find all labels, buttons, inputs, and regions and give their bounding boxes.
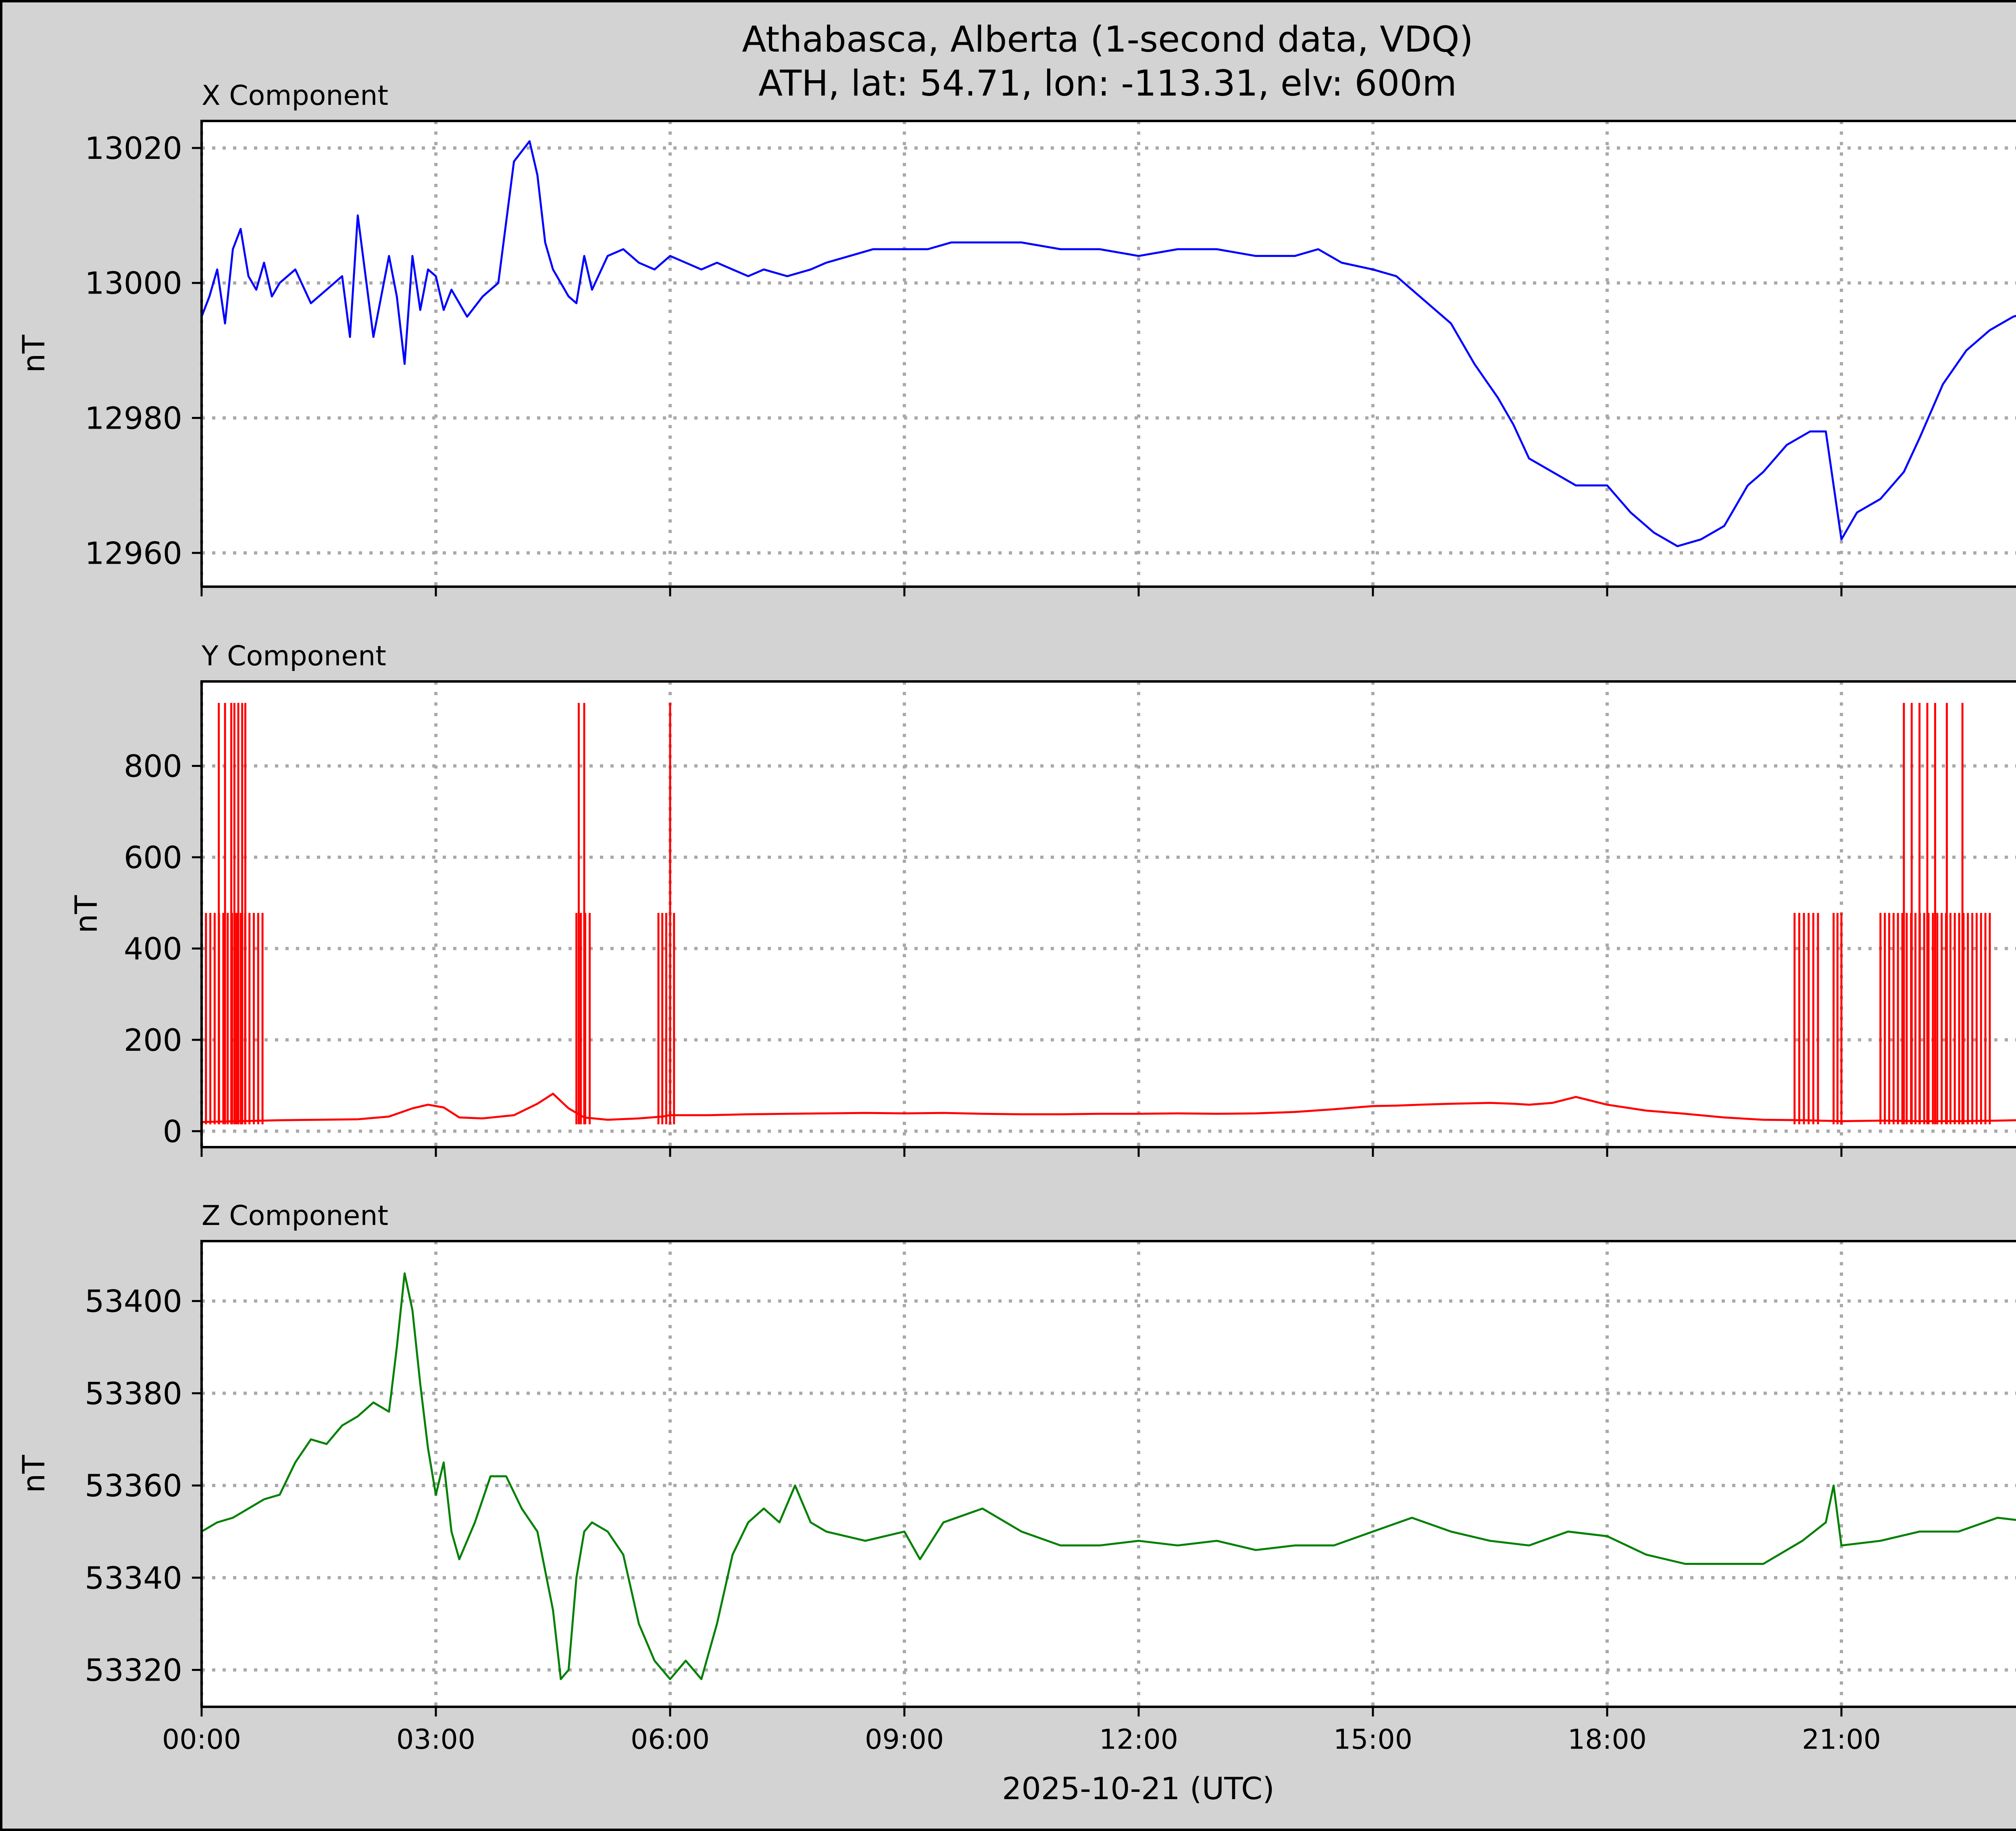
series-line-z — [201, 1272, 2016, 1680]
series-line-y — [201, 1093, 2016, 1123]
x-tick-label-3: 09:00 — [865, 1724, 944, 1756]
x-tick-label-4: 12:00 — [1099, 1724, 1178, 1756]
y-tick-label-y-4: 800 — [124, 748, 182, 784]
plot-area-x — [202, 121, 2016, 587]
x-tick-label-7: 21:00 — [1802, 1724, 1881, 1756]
spike-region-2 — [657, 913, 675, 1125]
x-tick-label-1: 03:00 — [396, 1724, 475, 1756]
x-tick-label-0: 00:00 — [162, 1724, 241, 1756]
y-axis-label-z: nT — [16, 1455, 52, 1493]
panel-title-z: Z Component — [202, 1200, 388, 1232]
title-line-2: ATH, lat: 54.71, lon: -113.31, elv: 600m — [758, 62, 1457, 104]
plot-area-y — [202, 681, 2016, 1147]
y-tick-label-z-0: 53320 — [85, 1652, 182, 1688]
y-tick-label-z-4: 53400 — [85, 1283, 182, 1319]
y-tick-label-y-1: 200 — [124, 1022, 182, 1058]
spike-region-1 — [575, 913, 591, 1125]
y-tick-label-x-1: 12980 — [85, 400, 182, 436]
y-tick-label-z-1: 53340 — [85, 1560, 182, 1596]
x-tick-label-5: 15:00 — [1333, 1724, 1412, 1756]
x-tick-label-6: 18:00 — [1568, 1724, 1647, 1756]
y-tick-label-z-3: 53380 — [85, 1375, 182, 1411]
panel-x-component: 12960 12980 13000 13020 X Component nT — [16, 80, 2016, 596]
panel-title-x: X Component — [202, 80, 388, 112]
y-tick-label-y-0: 0 — [163, 1113, 182, 1149]
y-tick-label-x-3: 13020 — [85, 130, 182, 166]
title-line-1: Athabasca, Alberta (1-second data, VDQ) — [742, 19, 1473, 60]
plot-area-z — [202, 1241, 2016, 1707]
spike-region-3 — [1793, 913, 1819, 1125]
series-line-x — [200, 140, 2016, 548]
x-axis-label: 2025-10-21 (UTC) — [1002, 1771, 1275, 1806]
y-tick-label-y-2: 400 — [124, 931, 182, 967]
y-axis-label-x: nT — [16, 335, 52, 373]
y-tick-label-x-2: 13000 — [85, 265, 182, 301]
panel-title-y: Y Component — [201, 640, 386, 672]
y-tick-label-y-3: 600 — [124, 839, 182, 875]
panels: 12960 12980 13000 13020 X Component nT 0 200 400… — [16, 80, 2016, 1756]
spike-region-4 — [1833, 913, 1843, 1125]
y-tick-label-z-2: 53360 — [85, 1468, 182, 1504]
spike-region-5 — [1879, 913, 1991, 1125]
panel-y-component: 0 200 400 600 800 Y Component nT — [68, 640, 2016, 1157]
panel-z-component: 53320 53340 53360 53380 53400 00:00 03:00 06:00… — [16, 1200, 2016, 1756]
y-axis-label-y: nT — [68, 895, 104, 933]
x-tick-label-2: 06:00 — [631, 1724, 710, 1756]
y-tick-label-x-0: 12960 — [85, 535, 182, 571]
